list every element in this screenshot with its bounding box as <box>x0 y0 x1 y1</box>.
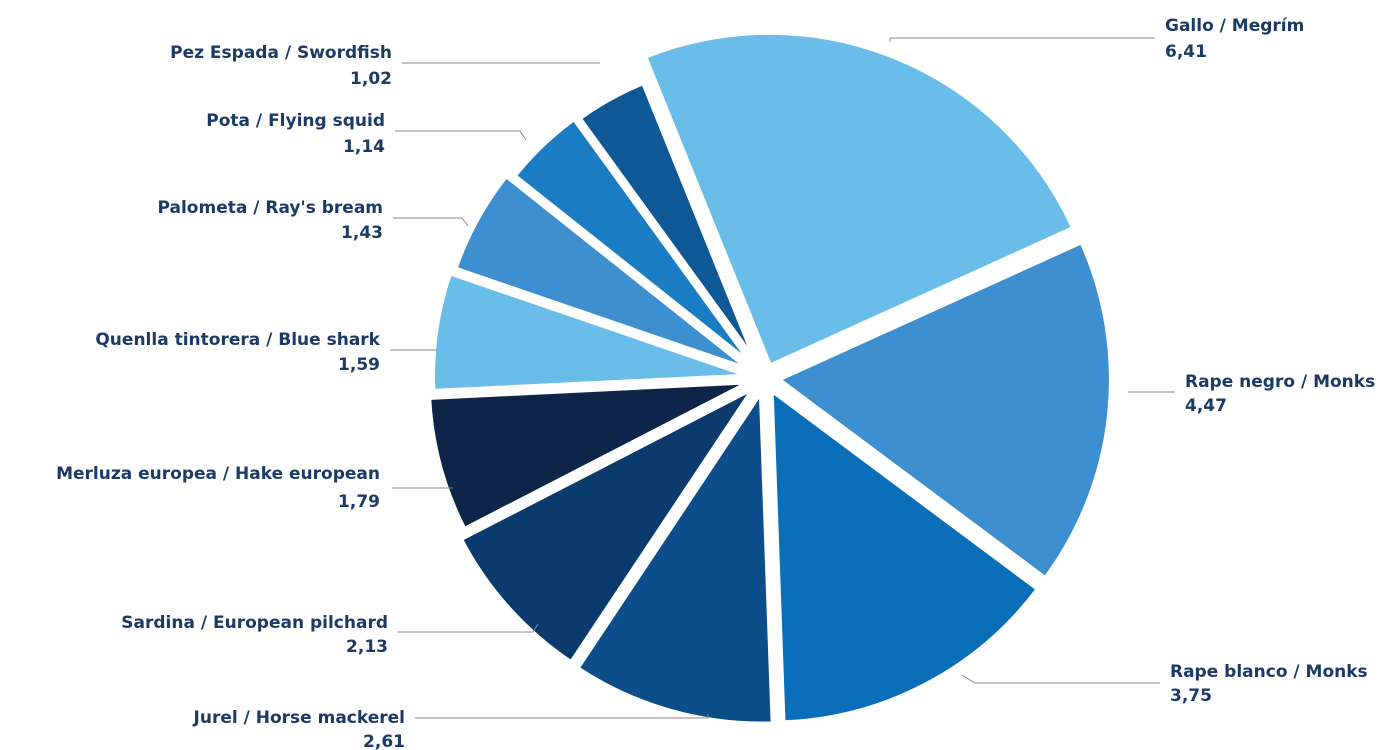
slice-value: 1,02 <box>350 69 392 89</box>
slice-value: 1,43 <box>341 223 383 243</box>
pie-slice <box>455 378 765 668</box>
leader-line <box>395 130 527 141</box>
slice-label: Rape negro / Monks <box>1185 372 1375 392</box>
slice-value: 4,47 <box>1185 396 1227 416</box>
slice-label: Pez Espada / Swordfish <box>170 43 392 63</box>
pie-slice <box>771 236 1115 584</box>
slice-value: 1,59 <box>338 355 380 375</box>
slice-value: 6,41 <box>1165 42 1207 62</box>
pie-slice <box>640 28 1079 371</box>
slice-label: Merluza europea / Hake european <box>56 464 380 484</box>
pie-slice <box>574 77 762 370</box>
pie-slice <box>429 268 755 396</box>
slice-label: Sardina / European pilchard <box>121 613 388 633</box>
pie-slice <box>450 170 757 376</box>
pie-slice <box>572 380 777 728</box>
pie-slice <box>509 113 760 372</box>
leader-line <box>393 217 469 227</box>
slice-label: Pota / Flying squid <box>206 111 385 131</box>
leader-line <box>398 623 539 633</box>
leader-line <box>889 37 1155 42</box>
leader-line <box>415 714 709 719</box>
leader-line <box>961 674 1160 684</box>
slice-label: Rape blanco / Monks <box>1170 662 1368 682</box>
slice-value: 2,61 <box>363 732 405 750</box>
slice-label: Palometa / Ray's bream <box>158 198 384 218</box>
slice-value: 2,13 <box>346 637 388 657</box>
slice-label: Jurel / Horse mackerel <box>193 708 405 728</box>
slice-value: 1,79 <box>338 492 380 512</box>
slice-value: 1,14 <box>343 137 385 157</box>
slice-label: Gallo / Megrím <box>1165 16 1304 36</box>
slice-value: 3,75 <box>1170 686 1212 706</box>
slice-label: Quenlla tintorera / Blue shark <box>95 330 380 350</box>
pie-slice <box>425 378 755 535</box>
pie-slice <box>767 382 1044 727</box>
